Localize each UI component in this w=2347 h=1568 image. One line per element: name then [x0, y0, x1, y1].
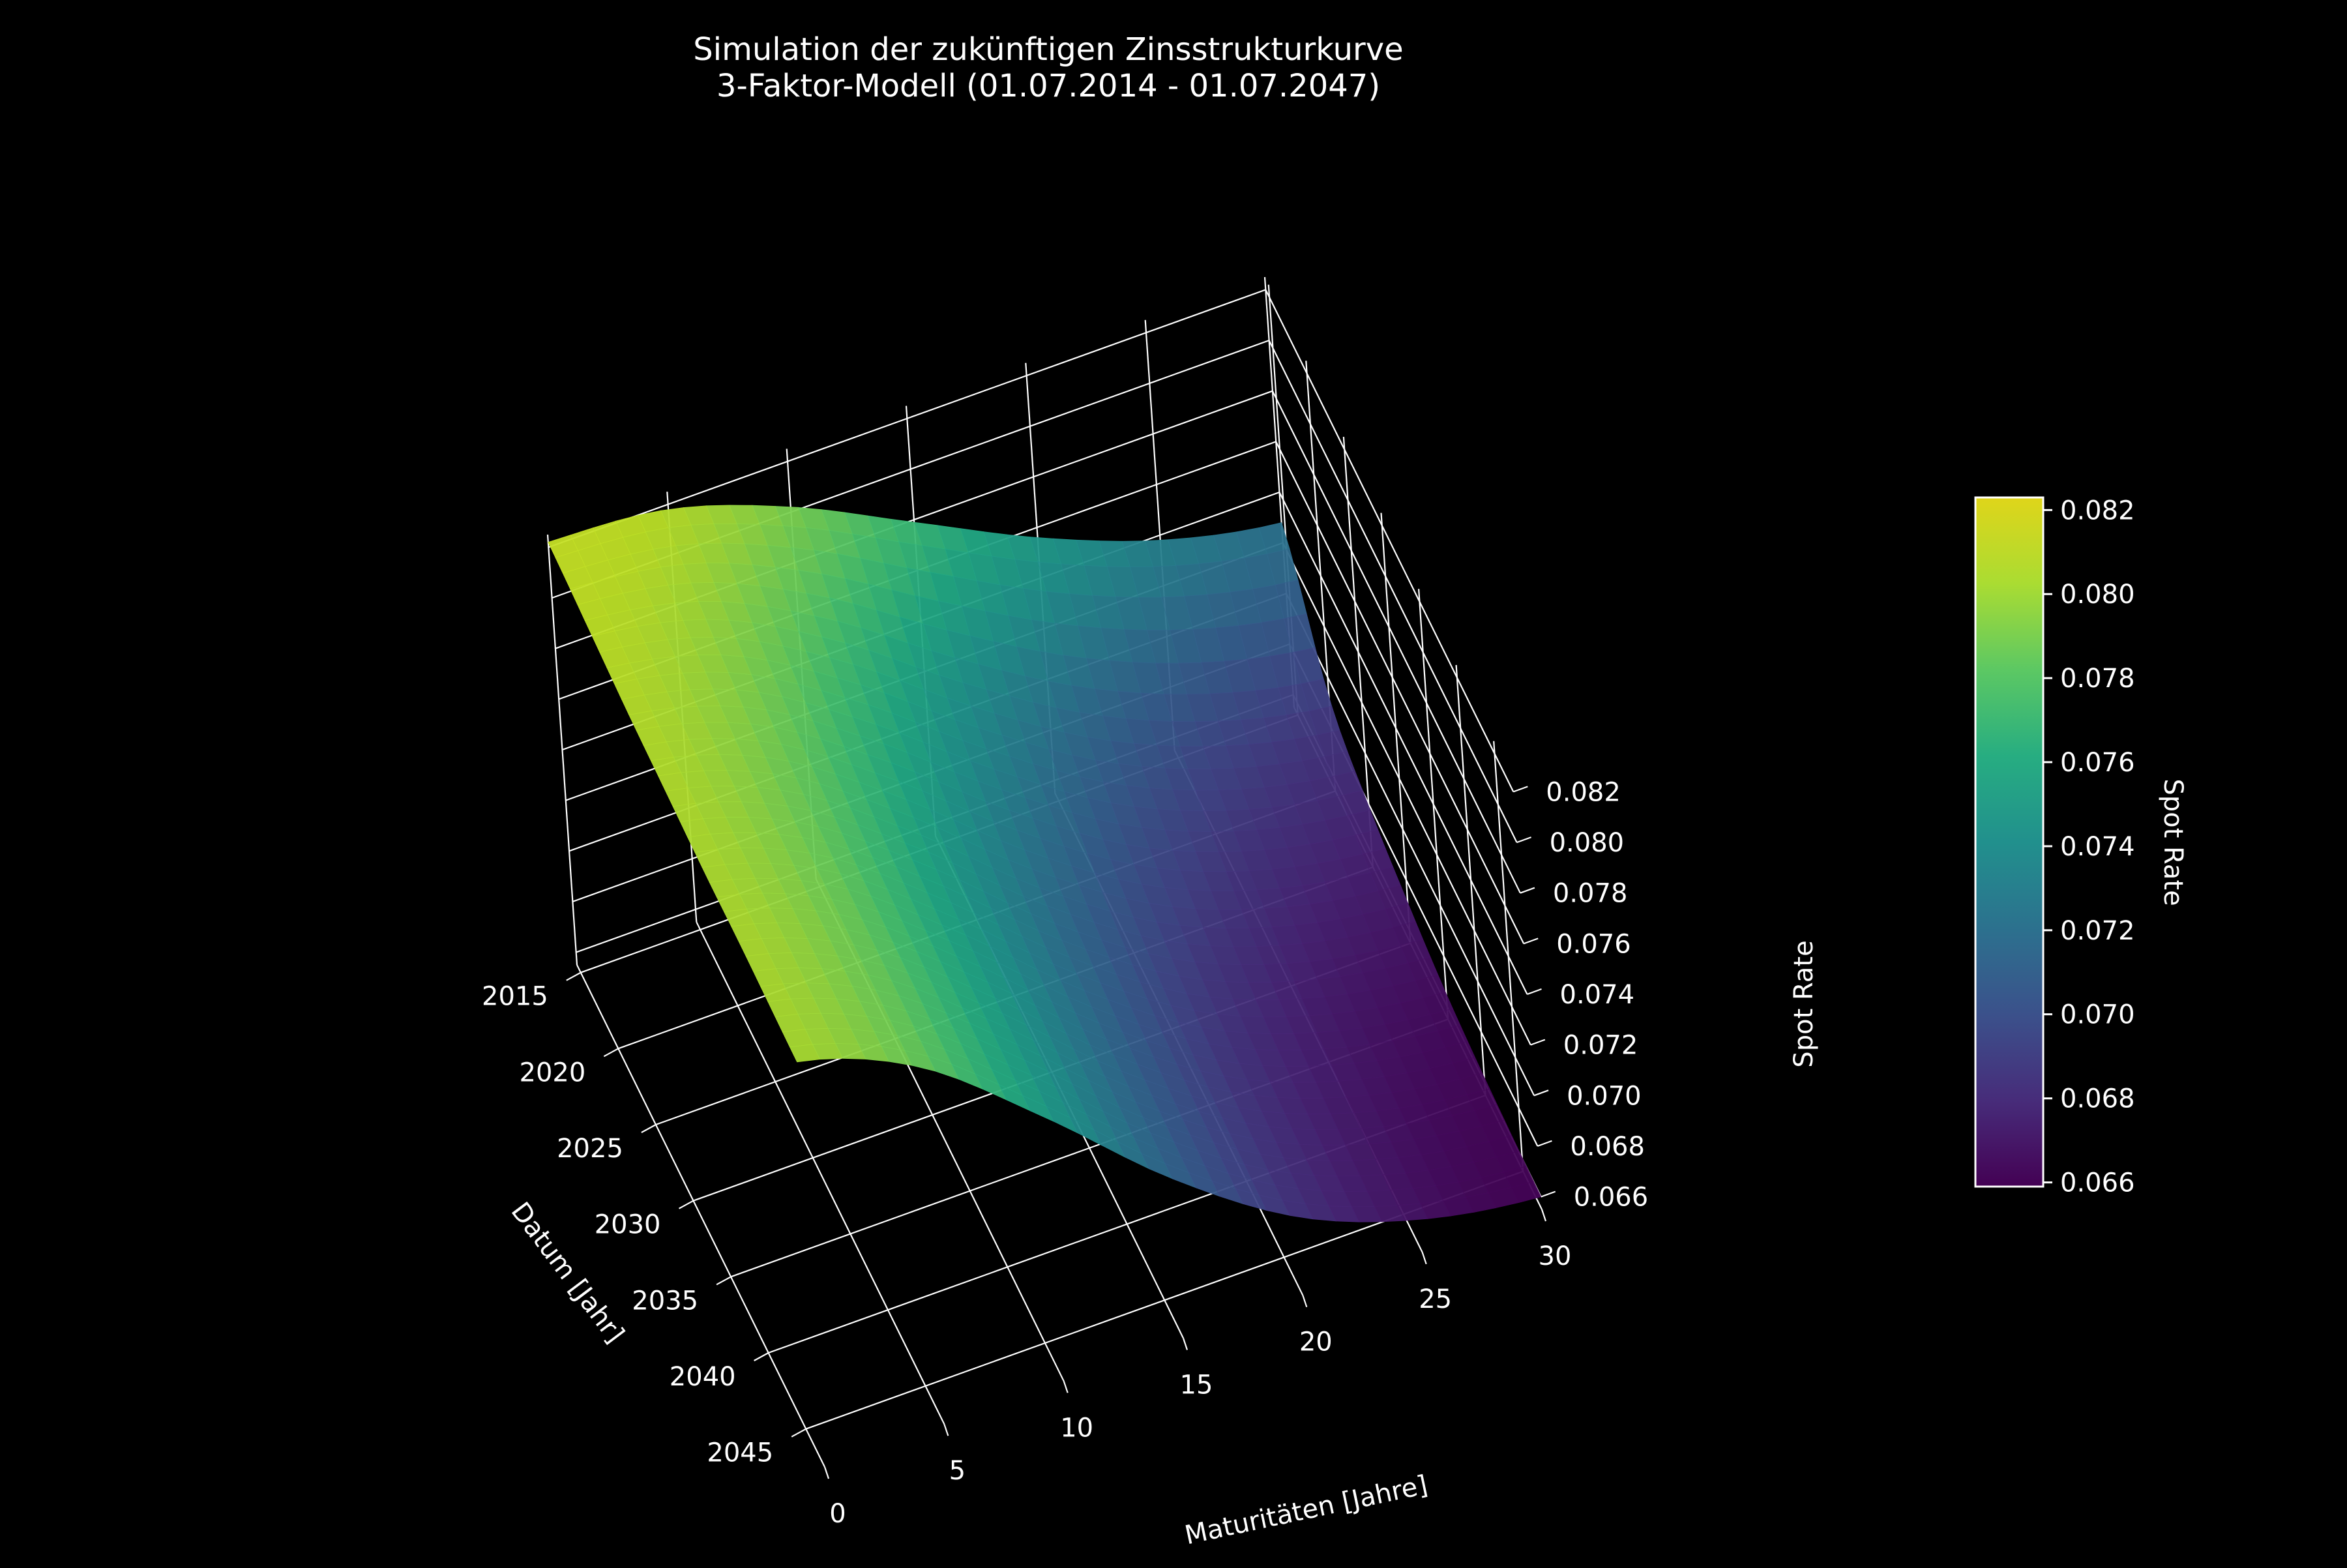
x-tick-mark: [1182, 1338, 1188, 1350]
side-wall-gridline: [1282, 542, 1531, 1046]
side-wall-gridline: [1271, 391, 1521, 894]
y-tick-mark: [791, 1428, 806, 1438]
y-tick-mark: [716, 1276, 731, 1286]
z-tick-mark: [1520, 887, 1535, 894]
y-tick-label: 2020: [520, 1058, 586, 1087]
y-tick-mark: [603, 1048, 619, 1058]
y-tick-label: 2045: [707, 1438, 773, 1468]
colorbar-tick-label: 0.078: [2060, 664, 2135, 694]
z-tick-mark: [1537, 1140, 1552, 1147]
side-wall-gridline: [1265, 289, 1514, 792]
colorbar-tick-label: 0.068: [2060, 1084, 2135, 1114]
ticks-layer: 0510152025302015202020252030203520402045…: [482, 777, 1648, 1529]
surface-layer: [548, 505, 1542, 1222]
x-tick-mark: [1421, 1252, 1427, 1265]
z-tick-label: 0.072: [1563, 1031, 1638, 1061]
x-tick-label: 15: [1180, 1370, 1213, 1400]
y-tick-label: 2040: [670, 1362, 736, 1392]
z-tick-label: 0.068: [1570, 1132, 1645, 1162]
x-tick-label: 10: [1060, 1413, 1093, 1443]
y-tick-mark: [641, 1124, 657, 1133]
colorbar-ticks: 0.066 0.068 0.070 0.072 0.074 0.076 0.078 0.080…: [2043, 496, 2135, 1198]
colorbar-tick-label: 0.070: [2060, 1000, 2135, 1030]
colorbar: [1974, 496, 2044, 1188]
z-tick-label: 0.078: [1553, 879, 1628, 909]
z-tick-label: 0.066: [1574, 1183, 1649, 1213]
y-tick-label: 2025: [557, 1134, 623, 1164]
y-tick-label: 2015: [482, 982, 548, 1012]
z-tick-mark: [1530, 1039, 1546, 1046]
x-tick-label: 25: [1419, 1284, 1452, 1314]
z-tick-label: 0.074: [1560, 980, 1635, 1010]
colorbar-tick-label: 0.080: [2060, 580, 2135, 610]
side-wall-gridline: [1268, 340, 1518, 843]
x-tick-mark: [943, 1423, 949, 1436]
x-tick-label: 0: [829, 1499, 846, 1529]
colorbar-title: Spot Rate: [2158, 778, 2188, 906]
z-tick-mark: [1513, 786, 1528, 793]
back-wall-gridline: [548, 289, 1266, 548]
x-tick-mark: [1541, 1209, 1547, 1222]
colorbar-tick-label: 0.066: [2060, 1168, 2135, 1198]
z-tick-mark: [1541, 1191, 1556, 1198]
colorbar-tick-label: 0.082: [2060, 496, 2135, 525]
y-tick-mark: [678, 1200, 694, 1209]
z-tick-label: 0.082: [1546, 777, 1621, 807]
x-tick-mark: [1302, 1295, 1308, 1308]
z-tick-mark: [1533, 1089, 1549, 1097]
z-tick-mark: [1523, 938, 1539, 945]
z-axis-title: Spot Rate: [1789, 940, 1819, 1067]
x-axis-title: Maturitäten [Jahre]: [1182, 1470, 1430, 1551]
chart-subtitle: 3-Faktor-Modell (01.07.2014 - 01.07.2047…: [716, 68, 1380, 104]
x-tick-mark: [823, 1466, 830, 1479]
x-tick-label: 30: [1539, 1241, 1572, 1271]
z-tick-label: 0.076: [1556, 929, 1631, 959]
z-tick-label: 0.070: [1567, 1081, 1642, 1111]
side-wall-gridline: [1286, 593, 1535, 1096]
y-tick-label: 2030: [595, 1210, 661, 1240]
y-tick-label: 2035: [632, 1286, 698, 1316]
y-tick-mark: [566, 971, 582, 981]
colorbar-tick-label: 0.072: [2060, 916, 2135, 946]
z-tick-mark: [1516, 836, 1531, 844]
x-tick-mark: [1063, 1380, 1069, 1393]
x-tick-label: 5: [949, 1456, 966, 1486]
colorbar-tick-label: 0.076: [2060, 748, 2135, 778]
colorbar-tick-label: 0.074: [2060, 832, 2135, 862]
y-tick-mark: [754, 1352, 769, 1361]
z-tick-mark: [1527, 988, 1542, 996]
chart-title: Simulation der zukünftigen Zinsstrukturk…: [693, 31, 1403, 68]
x-tick-label: 20: [1299, 1327, 1333, 1357]
side-wall-gridline: [1278, 492, 1528, 995]
side-wall-gridline: [1275, 441, 1525, 944]
z-tick-label: 0.080: [1550, 828, 1625, 858]
